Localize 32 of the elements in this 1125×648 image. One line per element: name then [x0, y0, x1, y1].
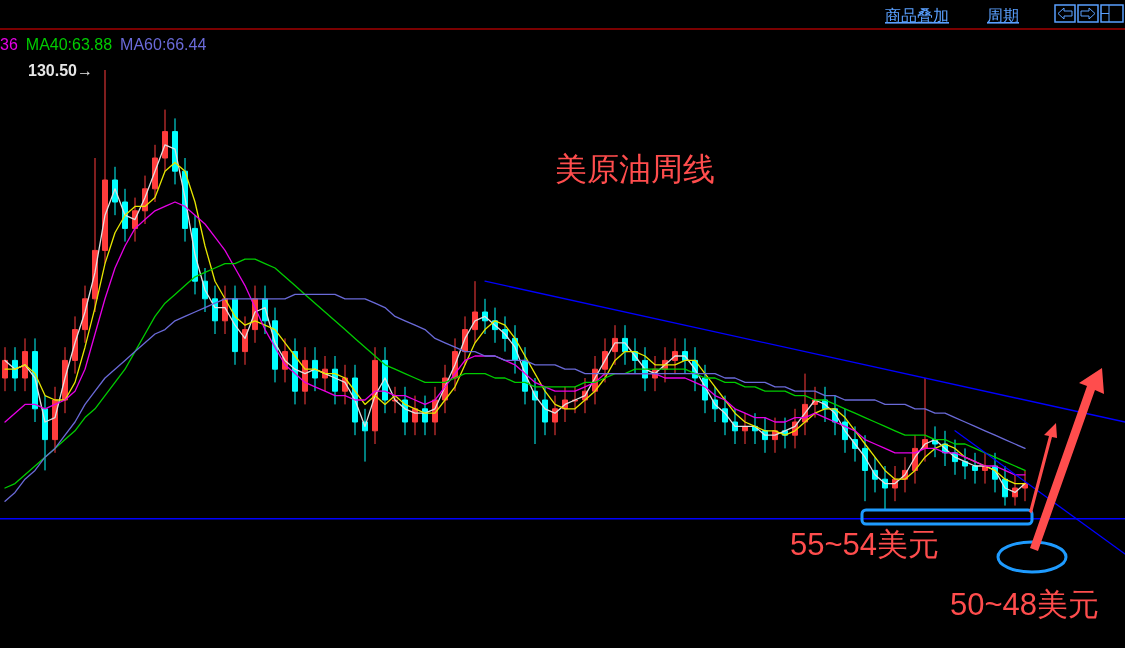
- text: MA60:66.44: [120, 36, 207, 53]
- candlestick: [472, 280, 478, 344]
- candlestick: [742, 412, 748, 445]
- candlestick: [2, 346, 8, 392]
- text: 美原油周线: [555, 151, 715, 187]
- text: 周期: [987, 7, 1019, 24]
- candlestick: [882, 465, 888, 511]
- text: 36: [0, 36, 18, 53]
- candlestick: [162, 109, 168, 172]
- candlestick: [762, 417, 768, 454]
- text: 50~48美元: [950, 587, 1100, 622]
- candlestick: [392, 386, 398, 414]
- candlestick: [332, 355, 338, 405]
- candlestick: [22, 337, 28, 392]
- candlestick: [572, 386, 578, 414]
- annotation: 130.50→: [28, 62, 93, 79]
- text: 55~54美元: [790, 527, 940, 562]
- text: MA40:63.88: [25, 36, 113, 53]
- candlestick: [232, 285, 238, 366]
- candlestick: [862, 434, 868, 502]
- candlestick: [312, 346, 318, 392]
- candlestick: [1022, 469, 1028, 502]
- candlestick: [42, 395, 48, 471]
- candlestick: [612, 324, 618, 366]
- candlestick: [12, 346, 18, 392]
- text: 商品叠加: [885, 7, 949, 24]
- candlestick: [972, 452, 978, 485]
- candlestick: [152, 144, 158, 203]
- candlestick: [372, 346, 378, 445]
- candlestick: [922, 377, 928, 463]
- candlestick: [542, 386, 548, 436]
- candlestick: [102, 69, 108, 265]
